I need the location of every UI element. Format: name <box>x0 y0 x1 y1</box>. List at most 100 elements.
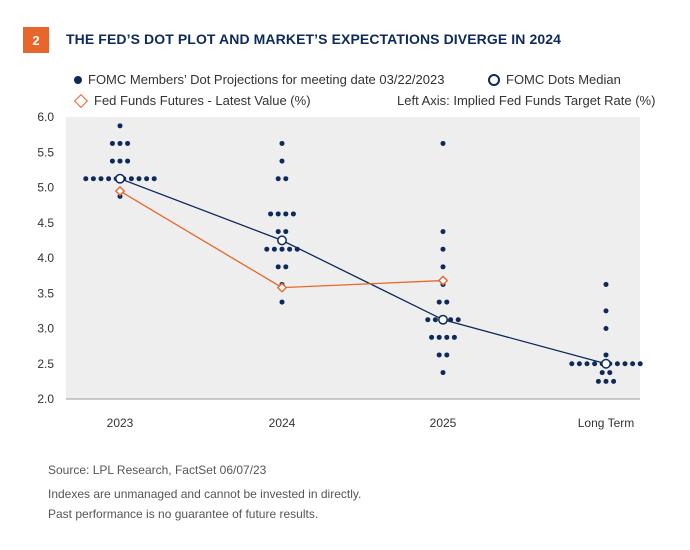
fomc-dot <box>429 334 435 340</box>
fomc-dot <box>271 246 277 252</box>
fomc-dot <box>283 211 289 217</box>
fomc-dot <box>125 140 131 146</box>
legend-ring-marker <box>488 73 500 86</box>
disclaimer-1: Indexes are unmanaged and cannot be inve… <box>48 487 362 501</box>
fomc-dot <box>268 211 274 217</box>
fomc-dot <box>611 378 617 384</box>
median-line <box>119 178 607 365</box>
fomc-dot <box>98 176 104 182</box>
fomc-dot <box>622 361 628 367</box>
fomc-dot <box>444 299 450 305</box>
fomc-dot <box>117 158 123 164</box>
fomc-dot <box>117 193 123 199</box>
fomc-dot <box>83 176 89 182</box>
fomc-dot <box>436 334 442 340</box>
fomc-dot <box>275 176 281 182</box>
median-marker <box>115 173 125 184</box>
fomc-dot <box>275 229 281 235</box>
fomc-dot <box>279 140 285 146</box>
y-tick-label: 3.0 <box>37 322 54 336</box>
fomc-dot <box>599 370 605 376</box>
chart-number-badge: 2 <box>23 27 49 53</box>
futures-marker <box>114 185 126 197</box>
fomc-dot <box>592 361 598 367</box>
fomc-dot <box>275 264 281 270</box>
fomc-dot <box>264 246 270 252</box>
median-marker <box>601 358 611 369</box>
legend-futures: Fed Funds Futures - Latest Value (%) <box>73 93 311 108</box>
fomc-dot <box>440 246 446 252</box>
y-tick-label: 5.5 <box>37 145 54 159</box>
legend-dots: FOMC Members’ Dot Projections for meetin… <box>74 72 444 87</box>
x-tick-label: 2024 <box>269 416 296 430</box>
fomc-dot <box>603 326 609 331</box>
plot-area <box>66 117 640 399</box>
fomc-dot <box>117 123 123 129</box>
y-tick-label: 5.0 <box>37 181 54 195</box>
median-marker <box>438 314 448 325</box>
fomc-dot <box>151 176 157 182</box>
fomc-dot <box>144 176 150 182</box>
source-note: Source: LPL Research, FactSet 06/07/23 <box>48 463 267 477</box>
fomc-dot <box>279 299 285 305</box>
fomc-dot <box>436 299 442 305</box>
fomc-dot <box>436 352 442 358</box>
fomc-dot <box>440 229 446 235</box>
y-tick-label: 2.0 <box>37 392 54 406</box>
fomc-dot <box>444 334 450 340</box>
fomc-dot <box>637 361 643 367</box>
fomc-dot <box>279 158 285 164</box>
fomc-dot <box>440 370 446 376</box>
fomc-dot <box>576 361 582 367</box>
fomc-dot <box>607 370 613 376</box>
fomc-dot <box>603 378 609 384</box>
x-tick-label: 2025 <box>430 416 457 430</box>
fomc-dot <box>584 361 590 367</box>
fomc-dot <box>109 140 115 146</box>
x-tick-label: 2023 <box>107 416 134 430</box>
legend-futures-label: Fed Funds Futures - Latest Value (%) <box>94 93 311 108</box>
y-tick-label: 3.5 <box>37 286 54 300</box>
fomc-dot <box>451 334 457 340</box>
fomc-dot <box>290 211 296 217</box>
fomc-dot <box>425 317 431 323</box>
fomc-dot <box>595 378 601 384</box>
legend-dot-marker <box>74 75 82 84</box>
disclaimer-2: Past performance is no guarantee of futu… <box>48 507 319 521</box>
fomc-dot <box>603 308 609 314</box>
fomc-dot <box>614 361 620 367</box>
fomc-dot <box>283 176 289 182</box>
y-tick-label: 4.5 <box>37 216 54 230</box>
fomc-dot <box>283 264 289 270</box>
fomc-dot <box>90 176 96 182</box>
fomc-dot <box>283 229 289 235</box>
x-tick-label: Long Term <box>578 416 634 430</box>
fomc-dot <box>603 352 609 358</box>
legend-dots-label: FOMC Members’ Dot Projections for meetin… <box>88 72 445 87</box>
fomc-dot <box>287 246 293 252</box>
fomc-dot <box>455 317 461 323</box>
legend-median: FOMC Dots Median <box>488 72 621 87</box>
y-tick-label: 4.0 <box>37 251 54 265</box>
fomc-dot <box>630 361 636 367</box>
fomc-dot <box>275 211 281 217</box>
fomc-dot <box>440 140 446 146</box>
chart-title: THE FED’S DOT PLOT AND MARKET’S EXPECTAT… <box>66 31 562 47</box>
fomc-dot <box>106 176 112 182</box>
futures-marker <box>276 282 288 293</box>
y-tick-label: 6.0 <box>37 110 54 124</box>
fomc-dot <box>136 176 142 182</box>
median-marker <box>277 235 287 246</box>
fomc-dot <box>440 264 446 270</box>
fomc-dot <box>432 317 438 323</box>
fomc-dot <box>117 140 123 146</box>
fomc-dot <box>444 352 450 358</box>
axis-note-label: Left Axis: Implied Fed Funds Target Rate… <box>397 93 656 108</box>
y-tick-label: 2.5 <box>37 357 54 371</box>
fomc-dot <box>569 361 575 367</box>
futures-marker <box>437 275 449 286</box>
legend-median-label: FOMC Dots Median <box>506 72 621 87</box>
axis-note: Left Axis: Implied Fed Funds Target Rate… <box>397 93 655 108</box>
fomc-dot <box>109 158 115 164</box>
